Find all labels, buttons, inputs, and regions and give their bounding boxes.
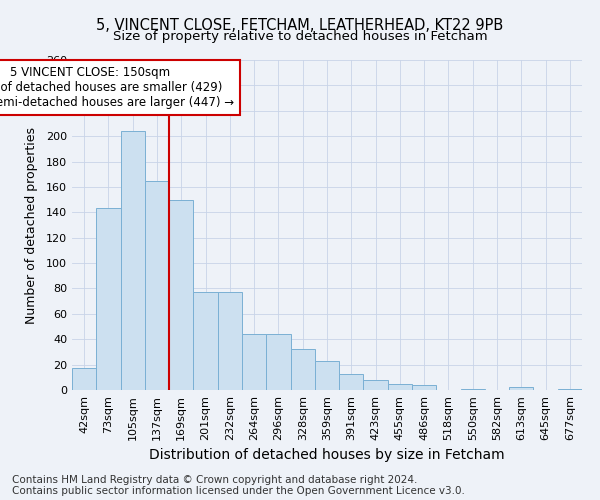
Bar bbox=[364, 380, 388, 390]
Bar bbox=[218, 292, 242, 390]
Bar bbox=[145, 180, 169, 390]
Text: Contains HM Land Registry data © Crown copyright and database right 2024.: Contains HM Land Registry data © Crown c… bbox=[12, 475, 418, 485]
Bar bbox=[96, 208, 121, 390]
Bar bbox=[509, 388, 533, 390]
Bar bbox=[290, 350, 315, 390]
Bar bbox=[72, 368, 96, 390]
Bar bbox=[339, 374, 364, 390]
Bar bbox=[242, 334, 266, 390]
Bar bbox=[558, 388, 582, 390]
Bar bbox=[412, 385, 436, 390]
Text: Size of property relative to detached houses in Fetcham: Size of property relative to detached ho… bbox=[113, 30, 487, 43]
Bar bbox=[461, 388, 485, 390]
Bar bbox=[121, 131, 145, 390]
Bar bbox=[315, 361, 339, 390]
Text: Contains public sector information licensed under the Open Government Licence v3: Contains public sector information licen… bbox=[12, 486, 465, 496]
Bar bbox=[388, 384, 412, 390]
Bar bbox=[266, 334, 290, 390]
Y-axis label: Number of detached properties: Number of detached properties bbox=[25, 126, 38, 324]
Text: 5, VINCENT CLOSE, FETCHAM, LEATHERHEAD, KT22 9PB: 5, VINCENT CLOSE, FETCHAM, LEATHERHEAD, … bbox=[97, 18, 503, 32]
Bar bbox=[169, 200, 193, 390]
X-axis label: Distribution of detached houses by size in Fetcham: Distribution of detached houses by size … bbox=[149, 448, 505, 462]
Text: 5 VINCENT CLOSE: 150sqm
← 49% of detached houses are smaller (429)
51% of semi-d: 5 VINCENT CLOSE: 150sqm ← 49% of detache… bbox=[0, 66, 235, 110]
Bar bbox=[193, 292, 218, 390]
